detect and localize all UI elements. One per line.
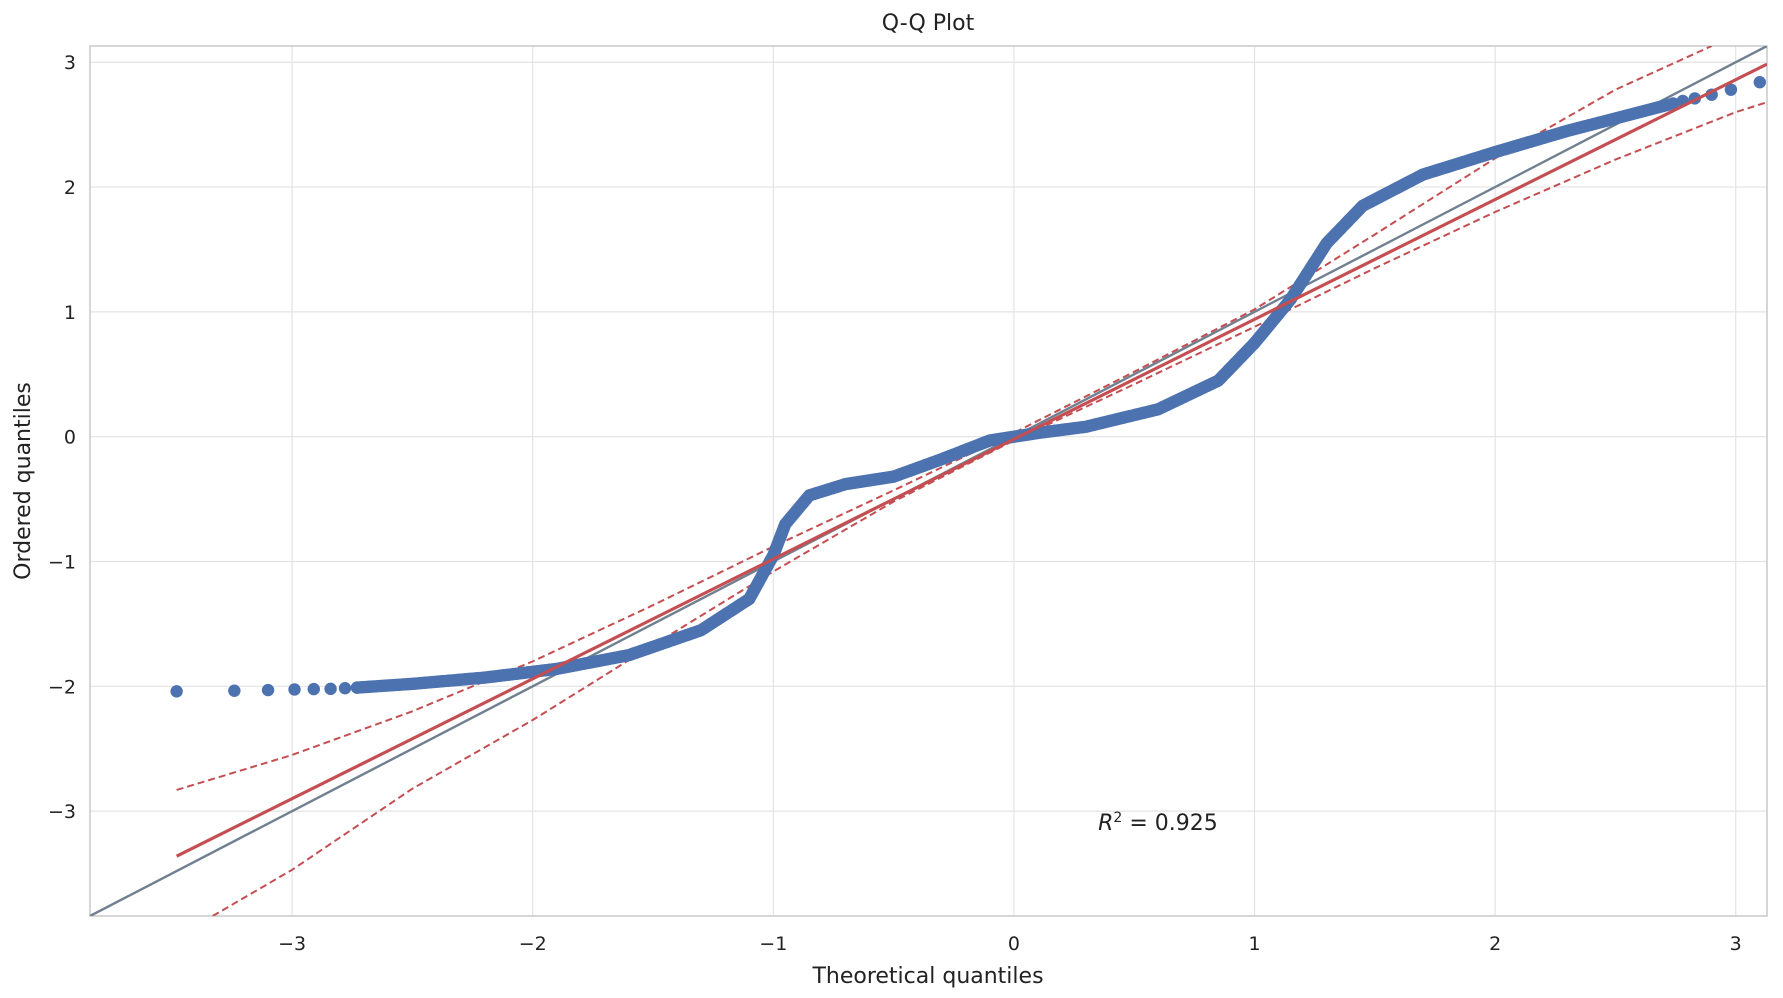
y-tick-label: 2 bbox=[64, 177, 76, 199]
confidence-band-upper bbox=[176, 46, 1713, 791]
r-squared-exponent: 2 bbox=[1113, 810, 1122, 826]
r-squared-annotation: R2 = 0.925 bbox=[1098, 810, 1218, 836]
plot-area bbox=[90, 46, 1767, 916]
data-point bbox=[170, 685, 183, 698]
x-tick-label: 1 bbox=[1248, 933, 1260, 955]
data-point bbox=[228, 684, 241, 697]
fit-line bbox=[175, 62, 1767, 858]
data-point bbox=[1724, 83, 1738, 96]
data-point bbox=[261, 683, 275, 697]
confidence-band-lower bbox=[212, 101, 1767, 916]
y-axis-title: Ordered quantiles bbox=[11, 382, 36, 580]
y-tick-label: 3 bbox=[64, 52, 76, 74]
data-point bbox=[307, 682, 320, 696]
chart-title: Q-Q Plot bbox=[882, 11, 975, 36]
x-tick-label: −1 bbox=[759, 933, 787, 955]
r-squared-value: = 0.925 bbox=[1122, 811, 1217, 836]
r-squared-symbol: R bbox=[1098, 811, 1113, 836]
series-group bbox=[90, 46, 1767, 916]
y-tick-label: −1 bbox=[48, 552, 76, 574]
x-tick-label: −3 bbox=[278, 933, 306, 955]
data-point bbox=[338, 682, 352, 695]
y-tick-label: 1 bbox=[64, 302, 76, 324]
y-tick-label: 0 bbox=[64, 427, 76, 449]
x-tick-label: 3 bbox=[1730, 933, 1742, 955]
y-tick-label: −2 bbox=[48, 676, 76, 698]
grid bbox=[90, 46, 1767, 916]
plot-frame bbox=[89, 45, 1768, 917]
data-point bbox=[1753, 75, 1766, 89]
y-axis-ticks: −3 −2 −1 0 1 2 3 bbox=[48, 52, 76, 823]
x-tick-label: 0 bbox=[1008, 933, 1020, 955]
y-tick-label: −3 bbox=[48, 801, 76, 823]
data-point bbox=[288, 683, 301, 696]
x-tick-label: 2 bbox=[1489, 933, 1501, 955]
data-point bbox=[324, 682, 337, 696]
x-axis-ticks: −3 −2 −1 0 1 2 3 bbox=[278, 933, 1742, 955]
data-point bbox=[1666, 97, 1680, 110]
x-axis-title: Theoretical quantiles bbox=[811, 964, 1043, 989]
x-tick-label: −2 bbox=[519, 933, 547, 955]
